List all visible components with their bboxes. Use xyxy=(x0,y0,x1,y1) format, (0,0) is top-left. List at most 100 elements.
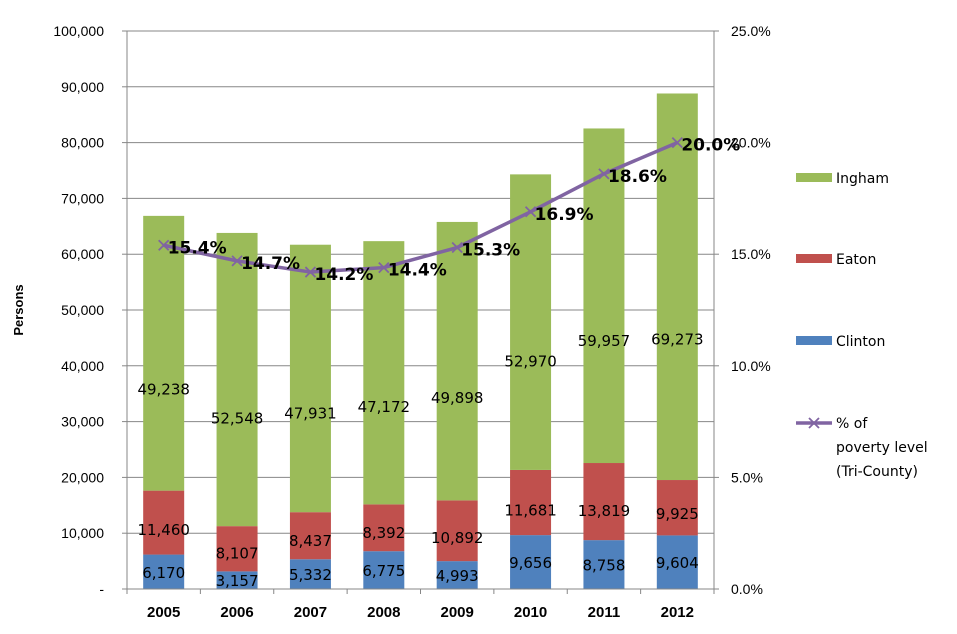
bar-eaton-2012 xyxy=(656,480,698,536)
y-tick-label: 60,000 xyxy=(61,246,104,262)
data-label-clinton: 4,993 xyxy=(436,567,479,585)
data-label-ingham: 49,238 xyxy=(137,380,190,398)
legend-marker xyxy=(808,417,820,429)
data-label-eaton: 8,392 xyxy=(362,524,405,542)
poverty-line-path xyxy=(163,140,678,274)
y-tick-label: 80,000 xyxy=(61,135,104,151)
bar-eaton-2011 xyxy=(583,463,625,541)
poverty-marker xyxy=(378,261,390,274)
data-label-ingham: 59,957 xyxy=(578,332,631,350)
data-label-clinton: 3,157 xyxy=(216,572,259,590)
data-label-clinton: 6,775 xyxy=(362,562,405,580)
poverty-label: 15.4% xyxy=(168,238,227,258)
x-tick-label: 2011 xyxy=(588,604,621,621)
data-label-ingham: 52,548 xyxy=(211,410,264,428)
poverty-label: 20.0% xyxy=(681,136,740,156)
legend-swatch-eaton xyxy=(796,254,832,263)
poverty-label: 16.9% xyxy=(535,205,594,225)
bar-ingham-2010 xyxy=(510,174,552,470)
gridlines xyxy=(127,30,714,534)
legend-label-clinton: Clinton xyxy=(836,334,885,350)
axes: - 10,000 20,000 30,000 40,000 50,000 60,000 70,… xyxy=(53,23,770,621)
bar-ingham-2009 xyxy=(436,221,478,501)
bar-eaton-2005 xyxy=(143,490,185,555)
y-axis-label: Persons xyxy=(11,284,26,335)
bar-eaton-2010 xyxy=(510,469,552,536)
bar-clinton-2011 xyxy=(583,540,625,589)
bar-eaton-2009 xyxy=(436,500,478,562)
y-tick-label: 30,000 xyxy=(61,414,104,430)
bar-clinton-2010 xyxy=(510,535,552,589)
data-label-eaton: 11,681 xyxy=(504,501,557,519)
bar-ingham-2012 xyxy=(656,93,698,481)
y2-tick-label: 15.0% xyxy=(731,246,771,262)
x-tick-label: 2012 xyxy=(661,604,694,621)
poverty-marker xyxy=(671,136,683,149)
poverty-marker xyxy=(304,266,317,278)
bar-ingham-2011 xyxy=(583,128,625,464)
x-tick-label: 2005 xyxy=(147,604,180,621)
y2-tick-label: 0.0% xyxy=(731,581,763,597)
y2-tick-label: 20.0% xyxy=(731,135,771,151)
data-label-clinton: 9,656 xyxy=(509,554,552,572)
y-tick-label: - xyxy=(99,581,104,597)
y-tick-label: 50,000 xyxy=(61,302,104,318)
poverty-label: 14.2% xyxy=(314,265,373,285)
bar-ingham-2007 xyxy=(289,244,331,513)
poverty-marker xyxy=(451,241,463,254)
data-label-eaton: 9,925 xyxy=(656,505,699,523)
y-tick-label: 100,000 xyxy=(53,23,104,39)
poverty-label: 18.6% xyxy=(608,167,667,187)
data-label-clinton: 6,170 xyxy=(142,564,185,582)
data-label-clinton: 9,604 xyxy=(656,554,699,572)
bar-eaton-2008 xyxy=(363,504,405,552)
data-label-eaton: 8,437 xyxy=(289,532,332,550)
y-tick-label: 20,000 xyxy=(61,469,104,485)
bar-clinton-2006 xyxy=(216,571,258,589)
bar-clinton-2007 xyxy=(289,559,331,589)
y-tick-label: 70,000 xyxy=(61,190,104,206)
y-tick-label: 90,000 xyxy=(61,79,104,95)
legend-swatch-clinton xyxy=(796,336,832,345)
poverty-marker xyxy=(158,239,170,251)
bar-clinton-2012 xyxy=(656,535,698,589)
data-label-ingham: 49,898 xyxy=(431,389,484,407)
legend-label-ingham: Ingham xyxy=(836,171,889,187)
y2-tick-label: 25.0% xyxy=(731,23,771,39)
legend-label-eaton: Eaton xyxy=(836,252,876,268)
data-label-eaton: 11,460 xyxy=(137,521,190,539)
data-label-ingham: 52,970 xyxy=(504,352,557,370)
y-tick-label: 40,000 xyxy=(61,358,104,374)
data-label-clinton: 8,758 xyxy=(582,557,625,575)
x-tick-label: 2007 xyxy=(294,604,327,621)
data-label-eaton: 8,107 xyxy=(216,545,259,563)
bar-stacks xyxy=(143,93,698,589)
legend: Ingham Eaton Clinton % of poverty level (Tri-… xyxy=(796,171,928,480)
legend-label-poverty: (Tri-County) xyxy=(836,464,918,480)
data-label-ingham: 47,172 xyxy=(358,398,411,416)
data-label-ingham: 47,931 xyxy=(284,405,337,423)
data-label-ingham: 69,273 xyxy=(651,331,704,349)
y2-tick-label: 10.0% xyxy=(731,358,771,374)
bar-ingham-2006 xyxy=(216,232,258,527)
poverty-marker xyxy=(231,255,243,267)
bar-clinton-2005 xyxy=(143,554,185,589)
poverty-marker xyxy=(598,168,610,180)
x-tick-label: 2008 xyxy=(367,604,400,621)
poverty-marker xyxy=(524,206,537,218)
legend-swatch-ingham xyxy=(796,173,832,182)
bar-clinton-2009 xyxy=(436,561,478,589)
bar-ingham-2008 xyxy=(363,241,405,505)
x-tick-label: 2009 xyxy=(441,604,474,621)
legend-label-poverty: poverty level xyxy=(836,440,928,456)
poverty-line xyxy=(158,136,683,278)
poverty-label: 14.4% xyxy=(388,261,447,281)
data-labels: 6,170 11,460 49,238 3,157 8,107 52,548 5,332 8,… xyxy=(137,136,740,591)
data-label-eaton: 10,892 xyxy=(431,529,484,547)
legend-label-poverty: % of xyxy=(836,416,868,432)
data-label-eaton: 13,819 xyxy=(578,502,631,520)
bar-clinton-2008 xyxy=(363,551,405,589)
poverty-label: 14.7% xyxy=(241,254,300,274)
bar-eaton-2007 xyxy=(289,512,331,560)
